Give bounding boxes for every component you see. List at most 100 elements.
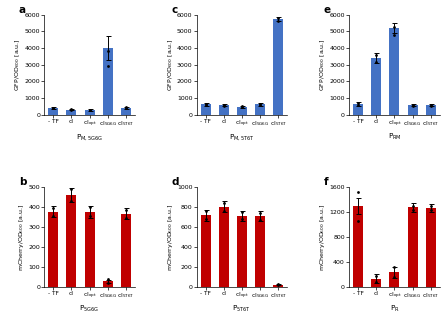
Point bbox=[354, 219, 362, 224]
Point bbox=[373, 60, 380, 65]
Y-axis label: mCherry/OD$_{600}$ [a.u.]: mCherry/OD$_{600}$ [a.u.] bbox=[17, 203, 26, 271]
Point bbox=[104, 281, 111, 286]
Point bbox=[239, 104, 246, 109]
Text: f: f bbox=[324, 177, 328, 187]
Point bbox=[122, 105, 130, 110]
Point bbox=[391, 24, 398, 30]
Point bbox=[354, 100, 362, 106]
Bar bbox=[255, 104, 265, 115]
Point bbox=[122, 105, 130, 111]
Bar bbox=[353, 206, 363, 287]
Bar bbox=[255, 216, 265, 287]
Point bbox=[373, 279, 380, 284]
Point bbox=[68, 107, 75, 112]
X-axis label: P$_{\mathrm{RM}}$: P$_{\mathrm{RM}}$ bbox=[388, 132, 401, 142]
Point bbox=[275, 15, 282, 20]
Bar bbox=[103, 48, 113, 115]
Point bbox=[373, 52, 380, 57]
Point bbox=[257, 101, 264, 107]
Point bbox=[104, 63, 111, 68]
Point bbox=[391, 32, 398, 37]
Bar bbox=[201, 104, 211, 115]
Point bbox=[409, 203, 416, 208]
Bar bbox=[273, 19, 283, 115]
Point bbox=[427, 203, 434, 209]
Bar bbox=[48, 108, 58, 115]
Bar bbox=[237, 107, 247, 115]
Y-axis label: GFP/OD$_{600}$ [a.u.]: GFP/OD$_{600}$ [a.u.] bbox=[166, 38, 175, 91]
Bar bbox=[371, 279, 381, 287]
Point bbox=[202, 217, 209, 222]
X-axis label: P$_{\mathrm{M,5T6T}}$: P$_{\mathrm{M,5T6T}}$ bbox=[229, 132, 255, 142]
X-axis label: P$_{\mathrm{R}}$: P$_{\mathrm{R}}$ bbox=[389, 304, 399, 314]
Point bbox=[257, 102, 264, 108]
Point bbox=[86, 107, 93, 112]
Bar bbox=[389, 272, 400, 287]
Bar bbox=[219, 207, 229, 287]
Bar bbox=[219, 105, 229, 115]
Point bbox=[50, 106, 57, 111]
Point bbox=[122, 215, 130, 220]
Point bbox=[220, 103, 227, 109]
Point bbox=[68, 108, 75, 113]
X-axis label: P$_{\mathrm{M,5G6G}}$: P$_{\mathrm{M,5G6G}}$ bbox=[76, 132, 103, 142]
Point bbox=[427, 103, 434, 109]
X-axis label: P$_{\mathrm{5G6G}}$: P$_{\mathrm{5G6G}}$ bbox=[80, 304, 100, 314]
Point bbox=[50, 205, 57, 210]
Point bbox=[220, 102, 227, 108]
Point bbox=[427, 102, 434, 108]
Point bbox=[202, 101, 209, 106]
Bar bbox=[103, 281, 113, 287]
Point bbox=[354, 190, 362, 195]
Point bbox=[86, 108, 93, 113]
Point bbox=[239, 217, 246, 222]
Point bbox=[239, 105, 246, 110]
Bar bbox=[273, 285, 283, 287]
Text: b: b bbox=[19, 177, 26, 187]
Point bbox=[354, 102, 362, 107]
Text: d: d bbox=[171, 177, 179, 187]
Point bbox=[202, 209, 209, 214]
Bar bbox=[84, 212, 95, 287]
Point bbox=[220, 200, 227, 205]
Bar bbox=[84, 110, 95, 115]
Y-axis label: GFP/OD$_{600}$ [a.u.]: GFP/OD$_{600}$ [a.u.] bbox=[318, 38, 327, 91]
Point bbox=[373, 273, 380, 278]
Point bbox=[409, 103, 416, 108]
Point bbox=[104, 49, 111, 54]
Bar bbox=[408, 105, 418, 115]
Point bbox=[409, 102, 416, 107]
Point bbox=[409, 207, 416, 212]
Bar bbox=[237, 216, 247, 287]
Point bbox=[257, 217, 264, 222]
Point bbox=[391, 265, 398, 270]
Point bbox=[104, 277, 111, 282]
Y-axis label: GFP/OD$_{600}$ [a.u.]: GFP/OD$_{600}$ [a.u.] bbox=[14, 38, 23, 91]
Text: c: c bbox=[171, 5, 178, 15]
Bar bbox=[371, 58, 381, 115]
Point bbox=[239, 210, 246, 215]
Point bbox=[86, 213, 93, 218]
Bar bbox=[66, 195, 76, 287]
Bar bbox=[66, 110, 76, 115]
X-axis label: P$_{\mathrm{5T6T}}$: P$_{\mathrm{5T6T}}$ bbox=[232, 304, 251, 314]
Point bbox=[50, 105, 57, 111]
Y-axis label: mCherry/OD$_{600}$ [a.u.]: mCherry/OD$_{600}$ [a.u.] bbox=[166, 203, 175, 271]
Point bbox=[275, 18, 282, 23]
Bar bbox=[426, 208, 436, 287]
Point bbox=[68, 198, 75, 203]
Bar bbox=[121, 214, 131, 287]
Point bbox=[257, 210, 264, 215]
Bar bbox=[389, 28, 400, 115]
Text: a: a bbox=[19, 5, 26, 15]
Point bbox=[220, 208, 227, 214]
Point bbox=[427, 207, 434, 213]
Point bbox=[122, 207, 130, 213]
Point bbox=[202, 102, 209, 108]
Y-axis label: mCherry/OD$_{600}$ [a.u.]: mCherry/OD$_{600}$ [a.u.] bbox=[318, 203, 327, 271]
Bar bbox=[121, 108, 131, 115]
Point bbox=[86, 204, 93, 209]
Point bbox=[391, 274, 398, 280]
Text: e: e bbox=[324, 5, 331, 15]
Point bbox=[275, 283, 282, 288]
